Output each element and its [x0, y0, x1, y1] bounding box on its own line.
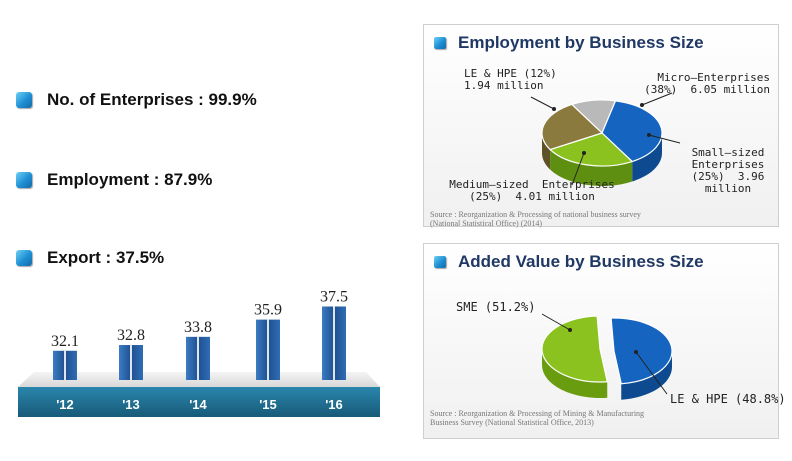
employment-panel-title: Employment by Business Size: [434, 33, 704, 53]
export-bar-stripe-2: [197, 336, 199, 380]
export-bar-chart: 32.1 '12 32.8 '13 33.8 '14 35.9 '15 37.5 '16: [18, 289, 380, 417]
bullet-enterprises: No. of Enterprises : 99.9%: [16, 90, 257, 110]
added-value-slice-side-0: [621, 351, 672, 400]
employment-leader-line-0: [530, 96, 555, 110]
added-value-leader-dot-0: [568, 328, 572, 332]
employment-leader-line-3: [571, 152, 585, 186]
employment-title-text: Employment by Business Size: [458, 33, 704, 52]
export-bar-stripe-3: [267, 319, 269, 380]
export-value-label-2: 33.8: [184, 319, 212, 336]
employment-leader-dot-3: [582, 151, 586, 155]
employment-leader-dot-2: [647, 133, 651, 137]
bullet-square-icon: [16, 172, 32, 188]
employment-slice-3: [541, 103, 604, 151]
export-bar-stripe-0: [64, 350, 66, 380]
added-value-title-text: Added Value by Business Size: [458, 252, 704, 271]
export-bar-stripe-4: [333, 306, 335, 380]
employment-leader-line-1: [641, 92, 673, 106]
added-value-source: Source : Reorganization & Processing of …: [430, 409, 645, 427]
export-category-label-1: '13: [122, 397, 140, 412]
added-value-leader-line-1: [635, 351, 668, 395]
employment-leader-dot-1: [640, 103, 644, 107]
employment-leader-dot-0: [552, 107, 556, 111]
employment-source: Source : Reorganization & Processing of …: [430, 210, 641, 228]
export-bar-stripe-1: [130, 345, 132, 380]
bullet-export-label: Export : 37.5%: [47, 248, 165, 267]
employment-panel: Employment by Business Size LE & HPE (12…: [423, 24, 779, 228]
export-value-label-1: 32.8: [117, 327, 145, 344]
export-category-label-4: '16: [325, 397, 343, 412]
added-value-leader-dot-1: [634, 350, 638, 354]
employment-slice-2: [548, 132, 634, 167]
title-square-icon: [434, 256, 446, 268]
export-category-label-3: '15: [259, 397, 277, 412]
label-sme: SME (51.2%): [456, 300, 536, 314]
title-square-icon: [434, 37, 446, 49]
chart-base-band: [18, 387, 380, 417]
added-value-slice-side-1: [542, 349, 608, 398]
export-category-label-0: '12: [56, 397, 74, 412]
label-medium-enterprises: Medium–sized Enterprises (25%) 4.01 milli…: [449, 178, 615, 203]
employment-slice-side-2: [550, 149, 633, 187]
bullet-square-icon: [16, 250, 32, 266]
export-value-label-3: 35.9: [254, 302, 282, 319]
added-value-panel-title: Added Value by Business Size: [434, 252, 704, 272]
added-value-slice-0: [610, 317, 673, 385]
employment-slice-side-1: [632, 133, 662, 182]
bullet-square-icon: [16, 92, 32, 108]
bullet-export: Export : 37.5%: [16, 248, 164, 268]
label-micro-enterprises: Micro–Enterprises (38%) 6.05 million: [644, 71, 770, 96]
export-value-label-4: 37.5: [320, 289, 348, 306]
added-value-leader-line-0: [541, 313, 571, 331]
bullet-employment: Employment : 87.9%: [16, 170, 212, 190]
export-value-label-0: 32.1: [51, 333, 79, 350]
bullet-employment-label: Employment : 87.9%: [47, 170, 213, 189]
label-le-hpe: LE & HPE (48.8%): [670, 392, 786, 406]
added-value-panel: Added Value by Business Size SME (51.2%)…: [423, 243, 786, 439]
added-value-slice-1: [541, 315, 608, 383]
employment-leader-line-2: [648, 134, 681, 144]
label-large-enterprises: LE & HPE (12%) 1.94 million: [464, 67, 557, 92]
label-small-enterprises: Small–sized Enterprises (25%) 3.96 million: [691, 146, 765, 195]
added-value-pie-chart: [541, 313, 673, 400]
export-category-label-2: '14: [189, 397, 207, 412]
bullet-enterprises-label: No. of Enterprises : 99.9%: [47, 90, 257, 109]
employment-pie-chart: [530, 92, 681, 187]
